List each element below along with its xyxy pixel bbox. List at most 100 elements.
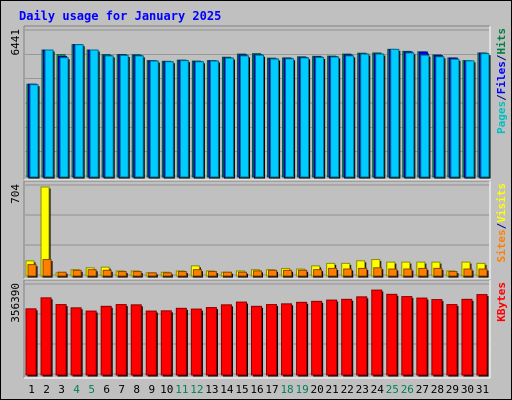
bar-pages-day-13 <box>209 60 219 178</box>
legend-entry: Sites <box>495 229 508 262</box>
x-tick-label: 30 <box>461 383 474 396</box>
x-tick-label: 24 <box>371 383 385 396</box>
bar-pages-day-16 <box>254 54 265 178</box>
x-tick-label: 25 <box>386 383 399 396</box>
legend-hits-pages: Pages/Files/Hits <box>495 28 508 134</box>
x-tick-label: 29 <box>446 383 459 396</box>
bar-pages-day-6 <box>104 55 114 178</box>
bar-sites-day-6 <box>102 269 112 277</box>
bar-sites-day-4 <box>72 269 82 277</box>
bar-pages-day-1 <box>29 84 39 178</box>
bar-pages-day-8 <box>134 55 144 178</box>
bar-sites-day-5 <box>87 269 97 277</box>
bar-kbytes-day-16 <box>250 305 263 376</box>
bar-sites-day-13 <box>207 271 217 277</box>
legend-entry: / <box>495 54 508 61</box>
bar-kbytes-day-13 <box>205 307 217 376</box>
bar-sites-day-25 <box>388 268 398 277</box>
bar-pages-day-2 <box>44 49 54 178</box>
bar-kbytes-day-6 <box>100 305 112 376</box>
x-tick-label: 28 <box>431 383 444 396</box>
x-tick-label: 19 <box>295 383 308 396</box>
bar-pages-day-11 <box>179 60 189 178</box>
bar-sites-day-7 <box>117 271 127 277</box>
x-tick-label: 27 <box>416 383 429 396</box>
bar-kbytes-day-12 <box>190 308 202 376</box>
bar-sites-day-19 <box>298 269 308 277</box>
bar-pages-day-20 <box>315 56 325 178</box>
ymax-label-visits-sites: 704 <box>9 184 22 204</box>
bar-pages-day-3 <box>59 57 69 178</box>
x-tick-label: 8 <box>133 383 140 396</box>
x-tick-label: 1 <box>28 383 35 396</box>
bar-sites-day-9 <box>147 272 157 277</box>
x-tick-label: 6 <box>103 383 110 396</box>
bar-kbytes-day-28 <box>431 299 443 376</box>
x-tick-label: 18 <box>280 383 293 396</box>
bar-pages-day-28 <box>435 56 445 178</box>
bar-kbytes-day-14 <box>220 304 232 376</box>
bar-sites-day-22 <box>343 268 353 277</box>
bar-sites-day-8 <box>132 271 142 277</box>
bar-kbytes-day-9 <box>145 310 157 376</box>
bar-kbytes-day-10 <box>160 310 172 376</box>
x-tick-label: 7 <box>118 383 125 396</box>
bar-sites-day-27 <box>418 267 428 277</box>
bar-pages-day-12 <box>194 61 204 178</box>
bar-sites-day-1 <box>27 264 37 277</box>
legend-entry: Pages <box>495 101 508 134</box>
bar-sites-day-11 <box>177 271 187 277</box>
bar-kbytes-day-26 <box>401 296 413 376</box>
ymax-label-hits-pages: 6441 <box>9 29 22 56</box>
bar-kbytes-day-31 <box>476 294 488 376</box>
chart-title: Daily usage for January 2025 <box>19 9 221 23</box>
x-tick-label: 5 <box>88 383 95 396</box>
bar-kbytes-day-30 <box>461 298 473 376</box>
bar-kbytes-day-19 <box>296 301 308 376</box>
bar-sites-day-28 <box>433 267 443 277</box>
bar-pages-day-26 <box>405 52 415 178</box>
legend-entry: Hits <box>495 28 508 55</box>
bar-sites-day-26 <box>403 268 413 277</box>
x-tick-label: 14 <box>220 383 234 396</box>
legend-entry: KBytes <box>495 282 508 322</box>
bar-kbytes-day-8 <box>130 304 142 376</box>
bar-kbytes-day-5 <box>85 310 97 376</box>
legend-entry: / <box>495 94 508 101</box>
x-tick-label: 4 <box>73 383 80 396</box>
x-tick-label: 17 <box>265 383 278 396</box>
bar-pages-day-18 <box>285 58 295 178</box>
bar-sites-day-15 <box>237 271 247 277</box>
bar-kbytes-day-29 <box>446 304 458 376</box>
x-tick-label: 21 <box>326 383 339 396</box>
bar-pages-day-9 <box>149 60 159 178</box>
bar-pages-day-10 <box>164 61 174 178</box>
bar-sites-day-20 <box>313 269 323 277</box>
bar-sites-day-3 <box>57 271 67 277</box>
bar-pages-day-22 <box>345 55 355 178</box>
bar-kbytes-day-21 <box>326 299 338 376</box>
bar-pages-day-14 <box>224 57 234 178</box>
x-tick-label: 26 <box>401 383 414 396</box>
x-tick-label: 12 <box>190 383 203 396</box>
bar-kbytes-day-4 <box>70 307 82 376</box>
bar-pages-day-24 <box>375 53 385 178</box>
bar-kbytes-day-3 <box>55 304 67 376</box>
bar-sites-day-21 <box>328 267 338 277</box>
bar-pages-day-4 <box>74 44 84 178</box>
bar-sites-day-30 <box>463 268 473 277</box>
bar-sites-day-12 <box>192 269 202 277</box>
bar-kbytes-day-22 <box>341 298 353 376</box>
legend-entry: Files <box>495 61 508 94</box>
bar-sites-day-29 <box>448 271 458 277</box>
bar-pages-day-25 <box>390 48 400 178</box>
bar-pages-day-21 <box>330 56 340 178</box>
legend-kbytes: KBytes <box>495 282 508 322</box>
bar-pages-day-23 <box>360 53 370 178</box>
bar-kbytes-day-1 <box>25 308 37 376</box>
bar-kbytes-day-18 <box>281 303 293 376</box>
bar-sites-day-16 <box>252 270 263 277</box>
ymax-label-kbytes: 356390 <box>9 283 22 323</box>
bar-kbytes-day-11 <box>175 307 187 376</box>
